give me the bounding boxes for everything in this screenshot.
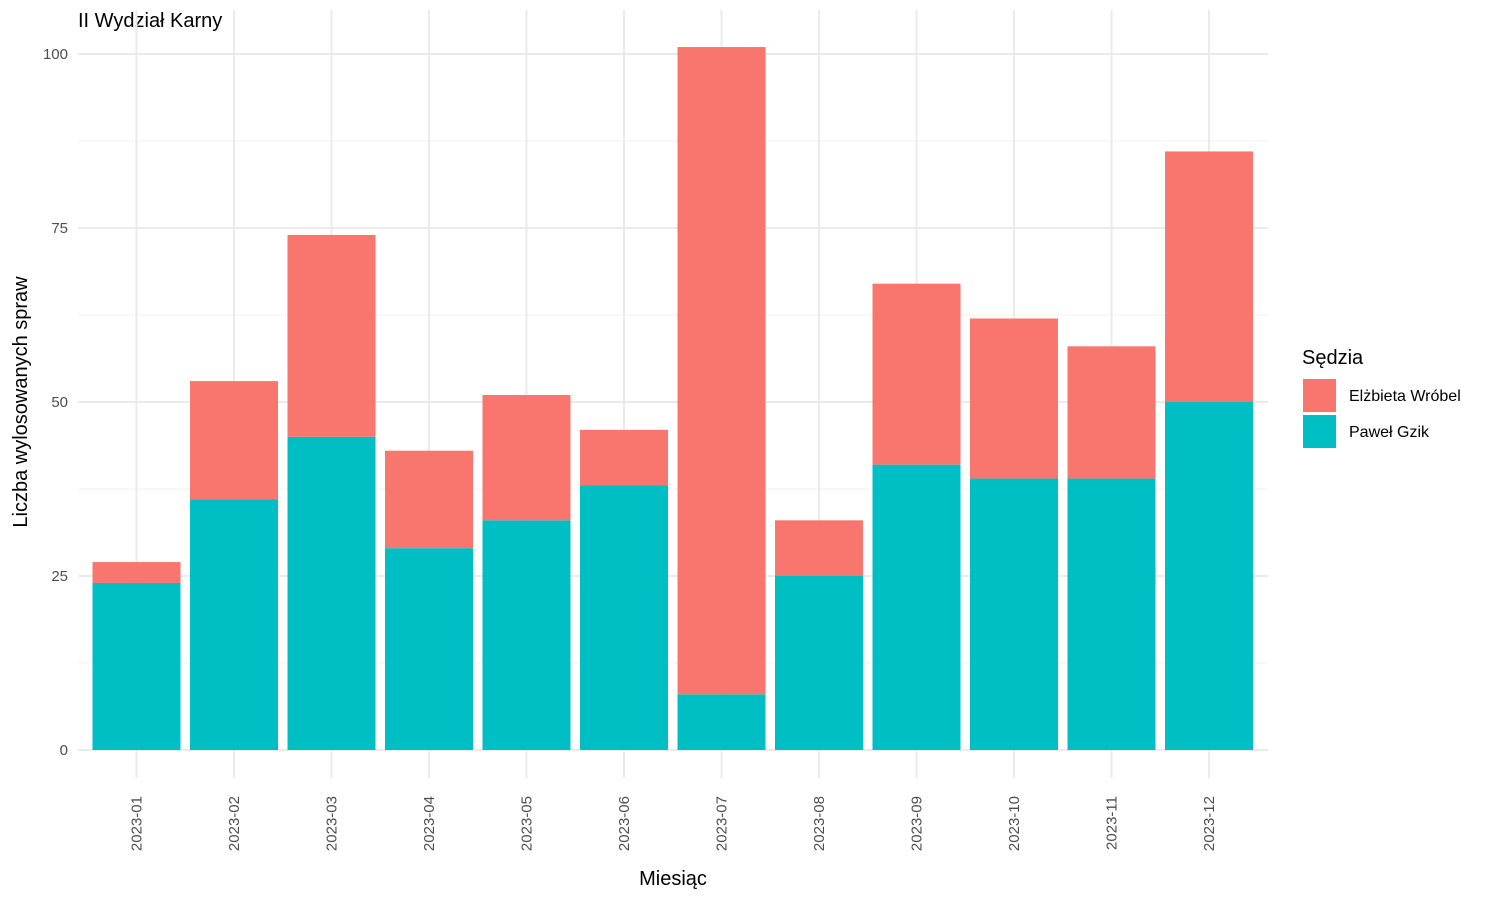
y-axis-ticks: 0 25 50 75 100 [43,46,68,759]
bar-el-bieta-wr-bel [677,47,766,695]
legend-swatch [1303,415,1336,448]
y-tick-label: 50 [51,394,68,411]
bar-el-bieta-wr-bel [970,318,1058,479]
bar-el-bieta-wr-bel [385,450,473,549]
bars [92,47,1253,750]
legend: Sędzia Elżbieta Wróbel Paweł Gzik [1302,347,1461,448]
bar-pawe-gzik [970,478,1058,750]
x-tick-label: 2023-05 [519,796,536,851]
x-tick-label: 2023-02 [226,796,243,851]
bar-pawe-gzik [775,576,863,750]
legend-swatch [1303,379,1336,412]
bar-pawe-gzik [1165,402,1253,750]
bar-el-bieta-wr-bel [190,381,278,500]
bar-el-bieta-wr-bel [482,395,571,521]
x-tick-label: 2023-04 [421,796,438,851]
bar-pawe-gzik [92,582,181,750]
bar-el-bieta-wr-bel [1165,151,1253,402]
y-tick-label: 100 [43,46,68,63]
bar-pawe-gzik [872,464,961,750]
legend-title: Sędzia [1302,347,1364,369]
bar-pawe-gzik [482,520,571,750]
x-tick-label: 2023-10 [1006,796,1023,851]
x-tick-label: 2023-01 [129,796,146,851]
chart-title: II Wydział Karny [78,10,222,32]
x-tick-label: 2023-11 [1104,796,1121,850]
x-tick-label: 2023-06 [616,796,633,851]
bar-el-bieta-wr-bel [775,520,863,576]
y-tick-label: 25 [51,568,68,585]
bar-el-bieta-wr-bel [872,283,961,465]
y-tick-label: 0 [60,742,68,759]
bar-pawe-gzik [1067,478,1156,750]
bar-el-bieta-wr-bel [580,429,668,486]
bar-pawe-gzik [580,485,668,750]
x-tick-label: 2023-09 [909,796,926,851]
bar-el-bieta-wr-bel [1067,346,1156,479]
bar-pawe-gzik [287,436,376,750]
bar-pawe-gzik [677,694,766,750]
bar-el-bieta-wr-bel [92,562,181,583]
x-tick-label: 2023-12 [1201,796,1218,851]
legend-label: Paweł Gzik [1349,424,1430,441]
x-axis-ticks: 2023-01 2023-02 2023-03 2023-04 2023-05 2023-… [129,796,1219,851]
x-tick-label: 2023-03 [324,796,341,851]
bar-pawe-gzik [385,548,473,750]
x-axis-title: Miesiąc [639,868,707,890]
x-tick-label: 2023-07 [714,796,731,851]
bar-pawe-gzik [190,499,278,750]
legend-label: Elżbieta Wróbel [1349,388,1461,405]
y-tick-label: 75 [51,220,68,237]
bar-el-bieta-wr-bel [287,234,376,437]
y-axis-title: Liczba wylosowanych spraw [10,276,32,528]
x-tick-label: 2023-08 [811,796,828,851]
